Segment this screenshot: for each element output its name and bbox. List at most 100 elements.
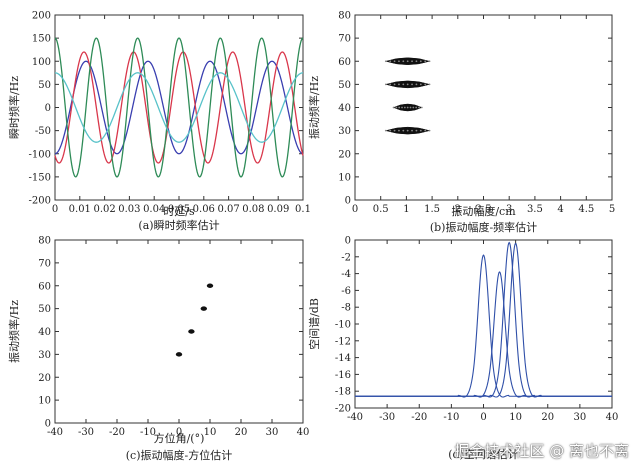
data-point — [419, 83, 422, 86]
x-tick-label: -40 — [347, 412, 363, 423]
y-axis-label: 振动频率/Hz — [307, 76, 321, 139]
x-tick-label: 0.01 — [69, 204, 91, 215]
x-tick-label: 0.5 — [373, 204, 389, 215]
y-tick-label: -100 — [29, 149, 51, 160]
data-point — [428, 83, 431, 86]
y-tick-label: 30 — [38, 350, 51, 361]
x-tick-label: 40 — [297, 427, 310, 438]
y-tick-label: -2 — [341, 252, 351, 263]
data-point — [412, 106, 415, 109]
chart-caption: (d)空间谱估计 — [448, 447, 519, 461]
x-tick-label: -30 — [78, 427, 94, 438]
data-point — [393, 83, 396, 86]
data-point — [406, 83, 409, 86]
data-point — [392, 106, 395, 109]
x-tick-label: -40 — [47, 427, 63, 438]
chart-d: -40 -30 -20 -10 0 10 20 30 40-20-18-16-14-12-10-… — [307, 236, 618, 462]
data-point — [411, 129, 413, 132]
series-line — [54, 51, 304, 164]
plot-frame — [54, 14, 304, 201]
y-tick-label: -8 — [341, 303, 351, 314]
data-point — [389, 83, 392, 86]
y-tick-label: 0 — [345, 236, 351, 247]
y-tick-label: 30 — [338, 126, 351, 137]
series-line — [355, 242, 612, 398]
data-point — [175, 352, 183, 357]
y-tick-label: 50 — [38, 304, 51, 315]
data-point — [406, 106, 409, 109]
y-tick-label: -150 — [29, 172, 51, 183]
data-point — [384, 60, 387, 63]
y-tick-label: 20 — [38, 373, 51, 384]
x-tick-label: 0.06 — [193, 204, 215, 215]
data-point — [415, 60, 418, 63]
x-tick-label: -30 — [379, 412, 395, 423]
x-tick-label: 30 — [574, 412, 587, 423]
y-tick-label: -50 — [35, 126, 51, 137]
data-point — [418, 106, 420, 109]
y-tick-label: 200 — [32, 11, 51, 22]
data-point — [200, 306, 207, 311]
x-tick-label: 3 — [506, 204, 512, 215]
x-tick-label: 0.04 — [143, 204, 165, 215]
data-point — [406, 129, 409, 132]
y-tick-label: -10 — [335, 320, 351, 331]
data-point — [384, 129, 387, 132]
y-axis-label: 空间谱/dB — [307, 298, 321, 350]
data-point — [428, 60, 431, 63]
y-tick-label: 50 — [38, 80, 51, 91]
series-line — [355, 241, 612, 398]
x-tick-label: 4 — [557, 204, 563, 215]
y-tick-label: 60 — [38, 281, 51, 292]
y-tick-label: 60 — [338, 57, 351, 68]
x-tick-label: 2 — [455, 204, 461, 215]
x-tick-label: -20 — [411, 412, 427, 423]
data-point — [419, 129, 422, 132]
y-tick-label: -4 — [341, 269, 351, 280]
y-tick-label: 10 — [338, 172, 351, 183]
x-tick-label: -20 — [109, 427, 125, 438]
data-point — [424, 60, 427, 63]
data-point — [411, 60, 413, 63]
x-tick-label: 0.03 — [118, 204, 140, 215]
data-point — [402, 129, 405, 132]
data-point — [384, 83, 387, 86]
x-tick-label: 0 — [176, 427, 182, 438]
x-tick-label: 0.02 — [93, 204, 115, 215]
y-tick-label: 80 — [338, 11, 351, 22]
data-point — [398, 60, 400, 63]
y-tick-label: -6 — [341, 286, 351, 297]
chart-caption: (a)瞬时频率估计 — [138, 218, 219, 232]
y-tick-label: 70 — [38, 258, 51, 269]
series-line — [54, 60, 304, 155]
data-point — [415, 83, 418, 86]
y-axis-label: 振动频率/Hz — [7, 300, 21, 363]
data-point — [395, 106, 398, 109]
data-point — [420, 106, 423, 109]
x-tick-label: 20 — [235, 427, 248, 438]
y-tick-label: 0 — [45, 103, 51, 114]
y-tick-label: 80 — [38, 236, 51, 247]
y-tick-label: -12 — [335, 336, 351, 347]
watermark-text: 掘金技术社区 @ 离也不离 — [454, 442, 629, 460]
x-tick-label: -10 — [443, 412, 459, 423]
y-tick-label: 100 — [32, 57, 51, 68]
x-tick-label: 0 — [480, 412, 486, 423]
x-tick-label: 20 — [541, 412, 554, 423]
x-tick-label: 10 — [204, 427, 217, 438]
series-line — [54, 72, 304, 143]
x-tick-label: 2.5 — [476, 204, 492, 215]
chart-a: 0 0.01 0.02 0.03 0.04 0.05 0.06 0.07 0.08 0.09 0.1… — [7, 11, 311, 233]
data-point — [409, 106, 412, 109]
series-line — [54, 37, 304, 178]
x-tick-label: 4.5 — [578, 204, 594, 215]
y-tick-label: 10 — [38, 396, 51, 407]
data-point — [389, 60, 392, 63]
chart-caption: (c)振动幅度-方位估计 — [126, 448, 232, 462]
data-point — [188, 329, 195, 334]
y-tick-label: -18 — [335, 387, 351, 398]
y-tick-label: -14 — [335, 353, 351, 364]
x-tick-label: 1.5 — [424, 204, 440, 215]
x-tick-label: 10 — [509, 412, 522, 423]
